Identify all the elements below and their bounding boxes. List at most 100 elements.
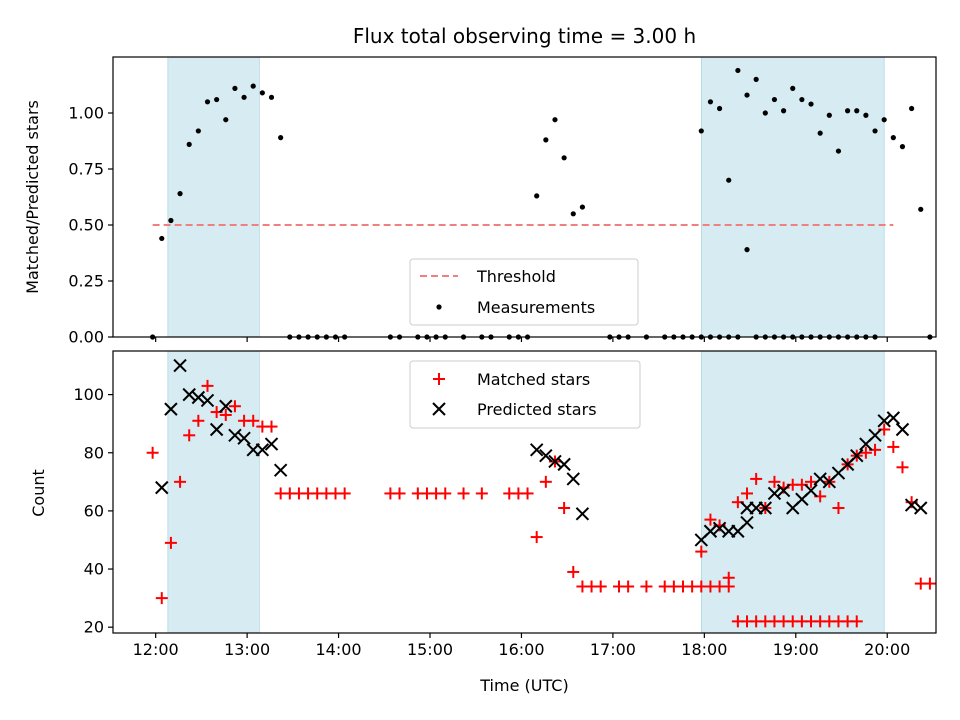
- bottom-predicted-stars-point-23: [712, 521, 727, 536]
- top-measurements-point-75: [762, 110, 768, 116]
- predicted-legend-label: Predicted stars: [477, 400, 597, 419]
- bottom-matched-stars-point-32: [521, 487, 534, 500]
- bottom-matched-stars-point-37: [567, 565, 580, 578]
- top-measurements-point-70: [716, 105, 723, 112]
- top-plot-frame: [112, 56, 937, 338]
- bottom-predicted-stars-point-0: [155, 480, 169, 495]
- bottom-predicted-stars-point-19: [575, 507, 590, 521]
- top-measurements-point-35: [543, 137, 549, 143]
- bottom-matched-stars-point-33: [530, 531, 543, 544]
- top-measurements-point-76: [771, 96, 778, 103]
- top-measurements-point-39: [579, 204, 586, 210]
- bottom-legend: Matched stars Predicted stars: [409, 360, 641, 429]
- x-axis-label: Time (UTC): [479, 676, 568, 695]
- bottom-predicted-stars-point-6: [209, 422, 224, 437]
- bottom-matched-stars-point-91: [923, 577, 936, 590]
- top-panel: 0.00 0.25 0.50 0.75 1.00: [68, 56, 937, 347]
- bottom-predicted-stars-point-34: [813, 472, 827, 486]
- top-measurements-point-92: [918, 206, 924, 212]
- bottom-predicted-stars-point-40: [868, 428, 882, 443]
- top-measurements-point-5: [195, 128, 201, 134]
- top-measurements-point-83: [835, 148, 842, 154]
- top-measurements-point-80: [808, 101, 814, 107]
- x-tick-label-0: 12:00: [133, 640, 179, 659]
- top-measurements-point-6: [204, 99, 211, 105]
- measurements-legend-swatch: [436, 304, 442, 310]
- top-measurements-point-4: [186, 141, 192, 147]
- top-measurements-point-69: [707, 99, 714, 105]
- bottom-predicted-stars-point-5: [200, 393, 215, 408]
- bottom-predicted-stars-point-44: [904, 498, 919, 512]
- bottom-matched-stars-point-2: [164, 536, 177, 549]
- bottom-predicted-stars-point-29: [767, 486, 782, 501]
- bottom-matched-stars-point-84: [859, 446, 872, 459]
- bottom-predicted-stars-point-33: [804, 483, 818, 498]
- bottom-predicted-stars-point-30: [776, 483, 791, 498]
- top-measurements-point-8: [223, 117, 229, 123]
- top-measurements-point-1: [159, 235, 165, 242]
- bottom-predicted-stars-point-25: [731, 524, 745, 538]
- bottom-matched-stars-point-6: [201, 379, 214, 392]
- predicted-legend-swatch: [432, 402, 446, 416]
- bottom-matched-stars-point-23: [393, 487, 406, 500]
- top-legend: Threshold Measurements: [409, 258, 639, 326]
- bottom-panel: 20 40 60 80 100 12:00 13:00 14:00 15:00 16:00 17:0…: [73, 350, 937, 659]
- bottom-matched-stars-point-21: [338, 487, 351, 500]
- bottom-predicted-stars-point-16: [548, 454, 562, 469]
- bottom-predicted-stars-point-11: [255, 443, 270, 457]
- bottom-predicted-stars-point-1: [164, 402, 178, 416]
- top-measurements-point-3: [177, 191, 183, 197]
- top-y-tick-label-1: 0.25: [68, 272, 104, 291]
- bottom-matched-stars-point-69: [722, 571, 735, 584]
- bottom-matched-stars-point-67: [704, 513, 717, 526]
- top-measurements-point-78: [790, 85, 796, 91]
- top-measurements-point-86: [863, 112, 869, 118]
- bottom-predicted-stars-point-45: [914, 501, 928, 515]
- bottom-matched-stars-point-28: [457, 487, 470, 500]
- bottom-predicted-stars-point-7: [219, 399, 233, 413]
- top-y-tick-label-3: 0.75: [68, 160, 104, 179]
- bottom-predicted-stars-point-8: [228, 428, 242, 443]
- bottom-y-tick-label-3: 80: [84, 443, 104, 462]
- bottom-predicted-stars-point-43: [895, 422, 910, 437]
- bottom-matched-stars-point-36: [558, 501, 571, 514]
- x-tick-label-1: 13:00: [224, 640, 270, 659]
- top-measurements-point-37: [561, 155, 567, 161]
- top-shaded-region-0: [167, 56, 260, 338]
- bottom-predicted-stars-point-4: [191, 390, 206, 405]
- bottom-matched-stars-point-43: [640, 580, 653, 593]
- bottom-matched-stars-point-9: [228, 400, 241, 413]
- bottom-matched-stars-point-78: [805, 475, 818, 488]
- top-measurements-point-2: [168, 217, 174, 224]
- top-measurements-point-90: [899, 144, 906, 150]
- bottom-matched-stars-point-40: [594, 580, 607, 593]
- top-measurements-point-77: [780, 108, 787, 114]
- bottom-matched-stars-point-8: [219, 408, 232, 421]
- bottom-y-tick-label-1: 40: [84, 560, 104, 579]
- top-measurements-point-13: [268, 94, 275, 100]
- top-measurements-point-12: [259, 90, 265, 96]
- top-measurements-point-81: [817, 130, 823, 136]
- bottom-predicted-stars-point-38: [850, 448, 864, 463]
- measurements-legend-label: Measurements: [477, 298, 595, 317]
- x-tick-label-4: 16:00: [498, 640, 544, 659]
- bottom-matched-stars-point-4: [183, 429, 196, 442]
- top-y-tick-label-4: 1.00: [68, 104, 104, 123]
- bottom-y-axis-label: Count: [29, 469, 48, 517]
- top-measurements-point-7: [214, 96, 220, 103]
- threshold-legend-label: Threshold: [476, 267, 556, 286]
- x-tick-label-5: 17:00: [590, 640, 636, 659]
- top-measurements-point-82: [826, 112, 832, 118]
- top-measurements-point-11: [250, 83, 256, 89]
- matched-legend-label: Matched stars: [477, 370, 590, 389]
- bottom-shaded-region-0: [167, 350, 260, 634]
- top-measurements-point-53: [744, 247, 750, 253]
- top-measurements-point-34: [534, 193, 540, 199]
- bottom-predicted-stars-point-13: [273, 463, 288, 477]
- bottom-matched-stars-point-29: [475, 487, 488, 500]
- bottom-predicted-stars-point-22: [703, 524, 718, 538]
- bottom-matched-stars-point-72: [750, 472, 763, 485]
- bottom-predicted-stars-point-17: [557, 457, 571, 472]
- top-measurements-point-79: [799, 96, 805, 103]
